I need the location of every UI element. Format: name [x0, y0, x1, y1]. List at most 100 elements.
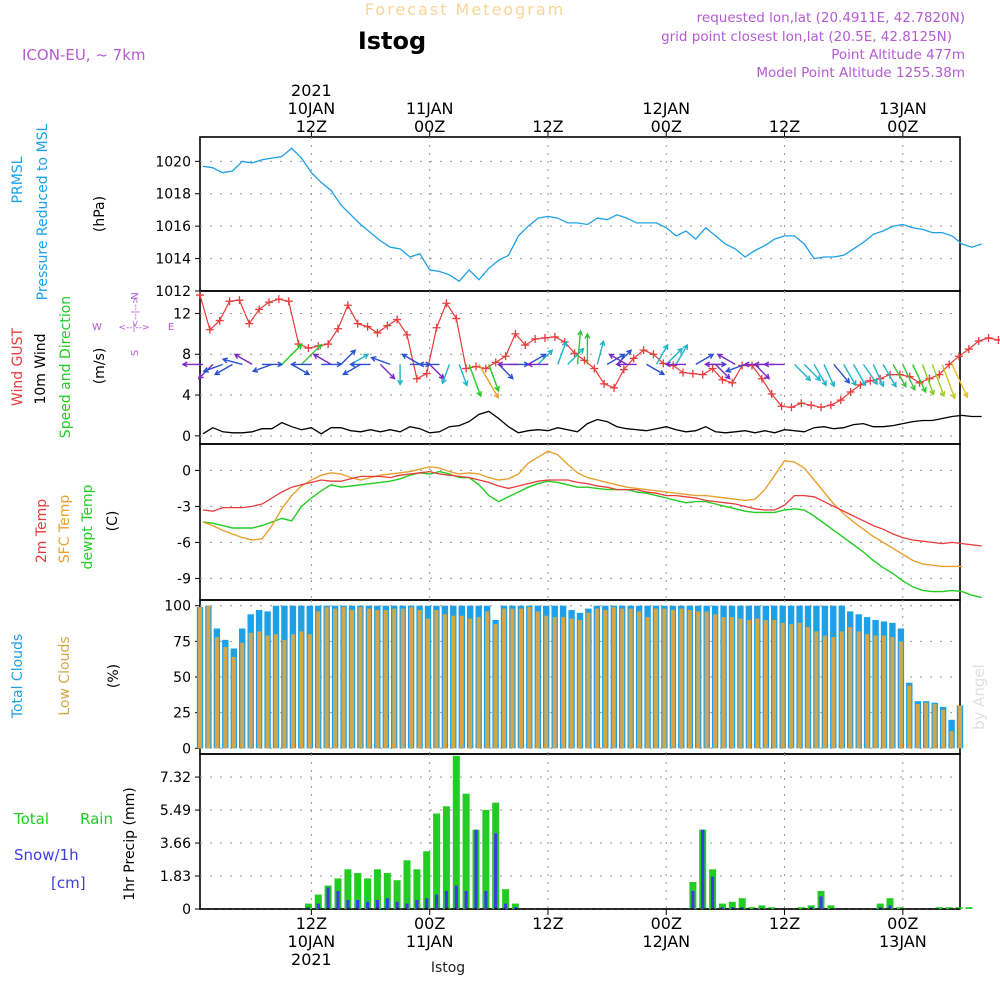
- low-cloud-bar: [780, 622, 785, 749]
- gust-marker: [304, 344, 313, 353]
- bottom-time-label: 00Z: [651, 914, 682, 933]
- precip-snow-label: Snow/1h: [14, 846, 79, 864]
- footer-location: Istog: [431, 960, 465, 976]
- gust-marker: [964, 345, 973, 354]
- low-cloud-bar: [620, 608, 625, 749]
- gust-marker: [826, 401, 835, 410]
- rain-bar: [433, 813, 441, 909]
- compass-east: E: [168, 322, 174, 333]
- temperature-ytick-label: -6: [177, 535, 191, 551]
- rain-bar: [344, 869, 352, 909]
- snow-bar: [366, 901, 370, 909]
- low-cloud-bar: [248, 632, 253, 749]
- wind-arrow: [665, 347, 684, 365]
- gust-marker: [284, 297, 293, 306]
- bottom-time-label: 10JAN: [288, 932, 336, 951]
- compass-west: W: [92, 322, 102, 333]
- gust-marker: [945, 360, 954, 369]
- pressure-ytick-label: 1020: [155, 154, 191, 170]
- bottom-time-label: 13JAN: [879, 932, 927, 951]
- top-time-label: 00Z: [651, 117, 682, 136]
- gust-marker: [846, 387, 855, 396]
- low-cloud-bar: [822, 635, 827, 749]
- low-cloud-bar: [476, 617, 481, 749]
- rain-bar: [373, 869, 381, 909]
- low-cloud-bar: [510, 608, 515, 749]
- wind-arrow: [833, 363, 851, 384]
- low-cloud-bar: [350, 610, 354, 749]
- wind-arrow: [498, 363, 514, 380]
- rain-bar: [955, 907, 963, 909]
- rain-bar: [354, 873, 362, 909]
- snow-bar: [819, 896, 823, 909]
- gust-marker: [245, 319, 254, 328]
- precip-panel: 0 1.83 3.66 5.49 7.32: [160, 753, 973, 918]
- low-cloud-bar: [265, 635, 270, 749]
- gust-marker: [324, 340, 333, 349]
- wind-arrow: [418, 361, 440, 368]
- wind-arrow: [902, 364, 916, 392]
- wind-arrow: [181, 361, 203, 368]
- low-cloud-bar: [569, 618, 574, 749]
- pressure-label-2: Pressure Reduced to MSL: [35, 123, 51, 300]
- low-cloud-bar: [865, 634, 870, 749]
- rain-bar: [452, 755, 460, 909]
- top-time-label: 12JAN: [642, 99, 690, 118]
- wind-arrow: [931, 364, 946, 398]
- gust-marker: [412, 374, 421, 383]
- low-cloud-bar: [932, 704, 937, 749]
- low-cloud-bar: [299, 631, 304, 749]
- gust-marker: [481, 364, 490, 373]
- low-cloud-bar: [654, 608, 658, 749]
- wind-arrow: [615, 361, 637, 368]
- pressure-axis-title: PRMSL Pressure Reduced to MSL (hPa): [10, 123, 108, 300]
- wind-arrow: [912, 364, 927, 394]
- wind-arrow: [213, 363, 233, 376]
- pressure-panel: 1012 1014 1016 1018 1020: [155, 136, 982, 300]
- low-cloud-bar: [400, 608, 405, 749]
- gust-marker: [491, 358, 500, 367]
- wind-arrow: [921, 364, 935, 396]
- rain-bar: [758, 905, 766, 909]
- wind-arrow: [596, 339, 606, 365]
- snow-bar: [720, 907, 724, 909]
- bottom-time-label: 00Z: [414, 914, 445, 933]
- wind-arrow: [664, 361, 686, 368]
- gust-marker: [718, 375, 727, 384]
- gust-marker: [541, 333, 550, 342]
- gust-marker: [403, 330, 412, 339]
- rain-bar: [718, 903, 726, 909]
- wind-arrow: [616, 349, 633, 365]
- low-cloud-bar: [856, 631, 861, 749]
- snow-bar: [316, 903, 320, 909]
- svg-text:<--|-->: <--|-->: [118, 323, 149, 333]
- rain-bar: [876, 903, 884, 909]
- cloud-axis-title: Total Clouds Low Clouds (%): [10, 634, 122, 719]
- precip-ytick-label: 1.83: [160, 869, 191, 885]
- snow-bar: [306, 907, 310, 909]
- pressure-frame: [199, 136, 961, 292]
- gust-marker: [196, 291, 204, 300]
- low-cloud-bar: [442, 614, 447, 749]
- gust-marker: [629, 354, 638, 363]
- rain-bar: [423, 851, 431, 909]
- low-cloud-bar: [324, 607, 329, 749]
- wind-arrow: [882, 364, 897, 388]
- wind-dir-label: Speed and Direction: [58, 296, 74, 438]
- precip-total-label: Total: [13, 810, 49, 828]
- snow-bar: [494, 833, 498, 909]
- precip-axis-title: Total Rain Snow/1h [cm] 1hr Precip (mm): [13, 787, 138, 900]
- snow-bar: [464, 891, 468, 909]
- low-cloud-bar: [721, 617, 726, 749]
- low-cloud-bar: [502, 608, 506, 749]
- wind-arrow: [496, 361, 519, 368]
- low-cloud-bar: [763, 620, 768, 749]
- snow-bar: [504, 903, 508, 909]
- gust-marker: [393, 315, 402, 324]
- gust-marker: [353, 319, 362, 328]
- wind-arrow: [537, 349, 554, 365]
- snow-bar: [435, 894, 439, 909]
- low-cloud-bar: [274, 634, 278, 749]
- wind-arrow: [576, 329, 584, 365]
- gust-marker: [669, 361, 678, 370]
